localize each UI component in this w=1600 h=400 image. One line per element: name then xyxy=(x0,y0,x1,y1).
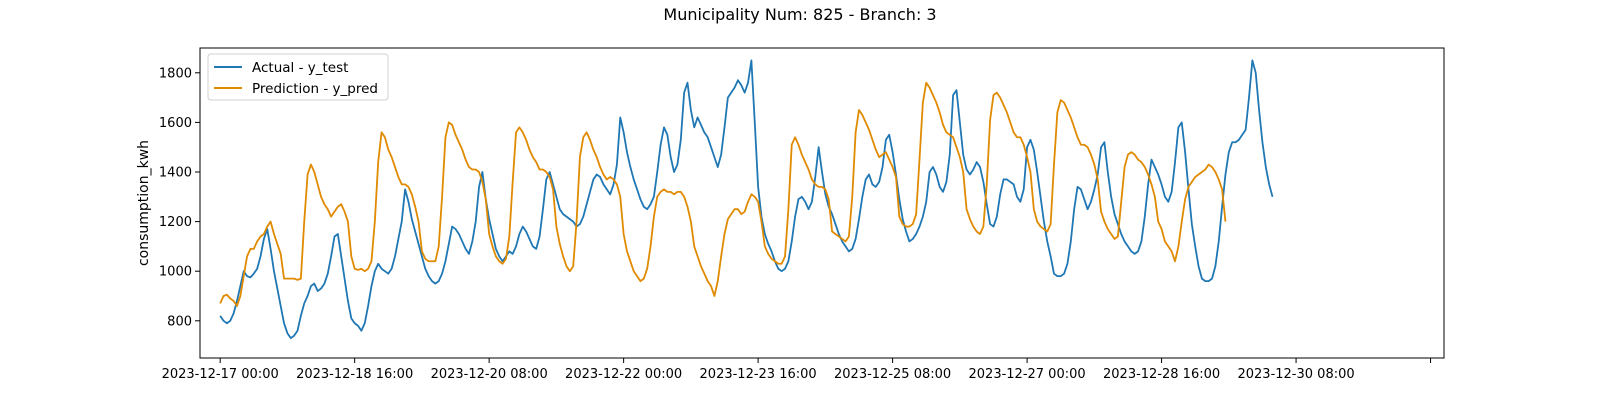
y-tick-label: 1600 xyxy=(159,116,192,131)
x-tick-label: 2023-12-23 16:00 xyxy=(700,367,817,382)
plot-area xyxy=(219,59,1274,340)
y-tick-label: 800 xyxy=(167,314,192,329)
legend-label-prediction: Prediction - y_pred xyxy=(252,81,378,97)
x-tick-label: 2023-12-18 16:00 xyxy=(296,367,413,382)
y-tick-label: 1000 xyxy=(159,265,192,280)
legend-box xyxy=(207,53,389,101)
series-line-prediction xyxy=(219,81,1227,307)
series-line-actual xyxy=(219,59,1274,340)
x-axis: 2023-12-17 00:00 2023-12-18 16:00 2023-12-… xyxy=(162,358,1432,382)
y-axis-label: consumption_kwh xyxy=(136,140,152,266)
x-tick-label: 2023-12-27 00:00 xyxy=(969,367,1086,382)
y-tick-label: 1800 xyxy=(159,66,192,81)
x-tick-label: 2023-12-28 16:00 xyxy=(1103,367,1220,382)
plot-frame xyxy=(199,47,1445,359)
x-tick-label: 2023-12-17 00:00 xyxy=(162,367,279,382)
x-tick-label: 2023-12-30 08:00 xyxy=(1237,367,1354,382)
legend: Actual - y_test Prediction - y_pred xyxy=(207,53,389,101)
x-tick-label: 2023-12-22 00:00 xyxy=(565,367,682,382)
y-tick-label: 1200 xyxy=(159,215,192,230)
legend-label-actual: Actual - y_test xyxy=(252,60,348,76)
chart-title: Municipality Num: 825 - Branch: 3 xyxy=(663,5,937,24)
y-tick-label: 1400 xyxy=(159,166,192,181)
y-axis: 800 1000 1200 1400 1600 1800 xyxy=(159,66,200,329)
x-tick-label: 2023-12-25 08:00 xyxy=(834,367,951,382)
x-tick-label: 2023-12-20 08:00 xyxy=(431,367,548,382)
